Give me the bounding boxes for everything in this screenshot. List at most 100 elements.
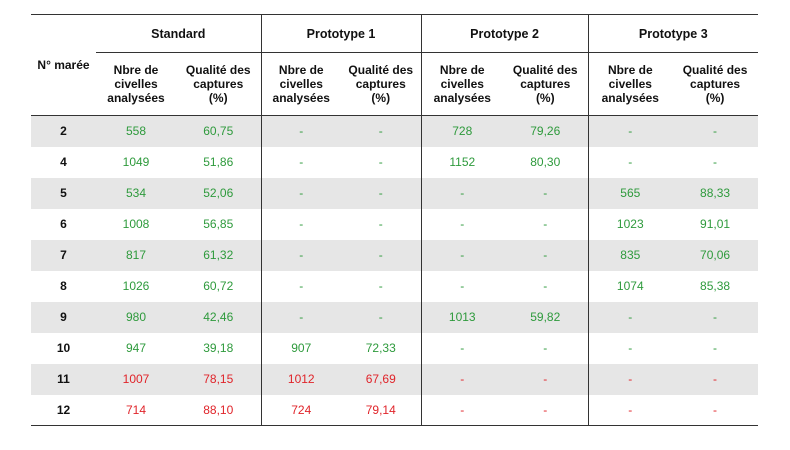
group-standard: Standard: [96, 14, 261, 53]
table-cell: 39,18: [203, 341, 234, 355]
table-cell: 558: [96, 115, 176, 147]
subheader-line: captures: [355, 77, 406, 91]
table-cell: -: [503, 363, 589, 395]
group-prototype-1: Prototype 1: [260, 14, 422, 53]
group-prototype-2: Prototype 2: [420, 14, 589, 53]
table-cell: 947: [125, 341, 147, 355]
subheader-count-1: Nbre de civelles analysées: [96, 53, 176, 116]
table-cell: 907: [260, 332, 341, 364]
table-cell: -: [587, 363, 673, 395]
table-cell: -: [420, 239, 504, 271]
subheader-line: Nbre de: [113, 63, 159, 77]
corner-header: N° marée: [37, 58, 90, 72]
table-row: 11 1007 78,15 1012 67,69- - - -: [31, 363, 759, 395]
table-cell: 724: [260, 394, 341, 426]
subheader-count-4: Nbre de civelles analysées: [587, 52, 673, 116]
subheader-line: Qualité des: [185, 63, 251, 77]
row-number: 8: [60, 279, 67, 293]
table-cell: 1074: [587, 270, 673, 302]
subheader-count-3: Nbre de civelles analysées: [420, 52, 504, 116]
table-cell: -: [341, 177, 422, 209]
table-cell: -: [260, 146, 341, 178]
table-cell: 60,72: [203, 279, 234, 293]
subheader-line: Nbre de: [607, 63, 653, 77]
subheader-line: captures: [520, 77, 571, 91]
header-group-row: N° marée Standard Prototype 1 Prototype …: [31, 14, 759, 72]
table-row: 9 980 42,46- -1013 59,82- -: [31, 301, 759, 333]
row-number: 2: [31, 115, 96, 147]
table-cell: -: [341, 239, 422, 271]
table-cell: 714: [125, 402, 147, 417]
subheader-count-2: Nbre de civelles analysées: [260, 52, 341, 116]
subheader-line: civelles: [608, 77, 652, 91]
table-cell: -: [672, 363, 759, 395]
table-cell: -: [420, 394, 504, 426]
subheader-line: (%): [371, 91, 391, 105]
table-cell: -: [587, 301, 673, 333]
table-cell: 534: [96, 177, 176, 209]
table-cell: 70,06: [672, 239, 759, 271]
table-cell: 79,14: [365, 402, 396, 417]
subheader-quality-3: Qualité des captures (%): [503, 53, 588, 116]
table-cell: -: [587, 332, 673, 364]
table-row: 8 1026 60,72 - - - - 1074 85,38: [31, 270, 758, 302]
table-cell: -: [260, 270, 341, 302]
subheader-line: analysées: [433, 91, 491, 105]
subheader-line: captures: [193, 77, 244, 91]
table-cell: 88,10: [203, 402, 234, 417]
table-cell: 67,69: [341, 363, 422, 395]
table-cell: 72,33: [365, 341, 396, 355]
table-cell: 1013: [420, 301, 504, 333]
subheader-line: (%): [535, 91, 555, 105]
table-cell: 980: [96, 301, 176, 333]
table-cell: 61,32: [176, 239, 261, 271]
table-cell: -: [378, 217, 383, 231]
subheader-line: civelles: [279, 77, 323, 91]
table-cell: -: [378, 155, 383, 169]
subheader-line: Qualité des: [512, 63, 578, 77]
subheader-line: analysées: [601, 91, 659, 105]
table-cell: 51,86: [203, 155, 234, 169]
subheader-line: analysées: [272, 91, 330, 105]
table-cell: -: [713, 402, 718, 417]
table-header: N° marée Standard Prototype 1 Prototype …: [31, 14, 759, 116]
table-cell: -: [587, 115, 673, 147]
row-number: 6: [60, 217, 67, 231]
table-cell: -: [260, 115, 341, 147]
subheader-quality-4: Qualité des captures (%): [672, 53, 758, 116]
row-number: 9: [31, 301, 96, 333]
table-cell: -: [341, 301, 422, 333]
table-cell: -: [587, 146, 673, 178]
table-cell: 1152: [420, 146, 504, 178]
subheader-quality-2: Qualité des captures (%): [341, 53, 421, 116]
table-cell: -: [672, 115, 759, 147]
table-cell: 1049: [122, 155, 150, 169]
table-cell: -: [341, 115, 422, 147]
table-cell: 80,30: [530, 155, 561, 169]
subheader-line: Nbre de: [439, 63, 485, 77]
table-cell: 60,75: [176, 115, 261, 147]
table-cell: 728: [420, 115, 504, 147]
table-cell: -: [543, 341, 548, 355]
table-cell: -: [713, 341, 718, 355]
table-cell: 1012: [260, 363, 341, 395]
subheader-line: Qualité des: [682, 63, 748, 77]
table-cell: -: [260, 208, 341, 240]
row-number: 5: [31, 177, 96, 209]
table-cell: 85,38: [700, 279, 731, 293]
table-body: 2 558 60,75- -728 79,26- -4 1049 51,86- -1152 80,…: [31, 115, 759, 426]
table-row: 4 1049 51,86 - - 1152 80,30 - -: [31, 146, 758, 178]
table-cell: 1007: [96, 363, 176, 395]
table-cell: 79,26: [503, 115, 589, 147]
subheader-line: (%): [208, 91, 228, 105]
table-cell: 835: [587, 239, 673, 271]
subheader-line: (%): [705, 91, 725, 105]
table-cell: -: [260, 239, 341, 271]
table-row: 2 558 60,75- -728 79,26- -: [31, 115, 759, 147]
capture-quality-table: N° marée Standard Prototype 1 Prototype …: [31, 14, 759, 426]
table-cell: -: [672, 301, 759, 333]
table-cell: 1026: [122, 279, 150, 293]
table-row: 10 947 39,18 907 72,33 - - - -: [31, 332, 758, 364]
table-cell: -: [420, 177, 504, 209]
table-row: 6 1008 56,85 - - - - 1023 91,01: [31, 208, 758, 240]
